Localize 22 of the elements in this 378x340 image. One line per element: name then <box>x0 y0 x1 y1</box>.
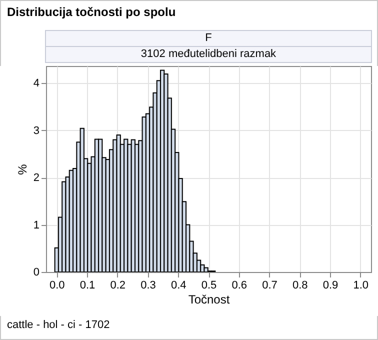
x-tick-label: 0.4 <box>170 280 186 292</box>
y-tick-label: 3 <box>33 124 40 137</box>
y-axis-title: % <box>15 164 30 175</box>
text: cattle - hol - ci - 1702 <box>7 319 110 331</box>
x-tick-label: 0.5 <box>201 280 217 292</box>
x-axis-title: Točnost <box>188 292 230 306</box>
x-tick-label: 0.8 <box>292 280 308 292</box>
x-tick-label: 0.9 <box>322 280 338 292</box>
x-tick-label: 0.6 <box>232 280 248 292</box>
x-tick-label: 0.3 <box>140 280 156 292</box>
y-tick-label: 4 <box>33 78 40 90</box>
text: 3102 međutelidbeni razmak <box>45 46 372 63</box>
x-tick-label: 0.2 <box>110 280 126 292</box>
y-tick-label: 2 <box>33 172 40 184</box>
y-tick-label: 1 <box>33 219 40 232</box>
chart-title: Distribucija točnosti po spolu <box>7 5 176 19</box>
x-tick-label: 0.7 <box>262 280 278 292</box>
x-tick-label: 0.0 <box>49 280 65 292</box>
y-tick-label: 0 <box>33 266 40 278</box>
x-tick-label: 1.0 <box>353 280 369 292</box>
x-tick-label: 0.1 <box>80 280 96 292</box>
chart-subtitle: F <box>45 30 372 47</box>
